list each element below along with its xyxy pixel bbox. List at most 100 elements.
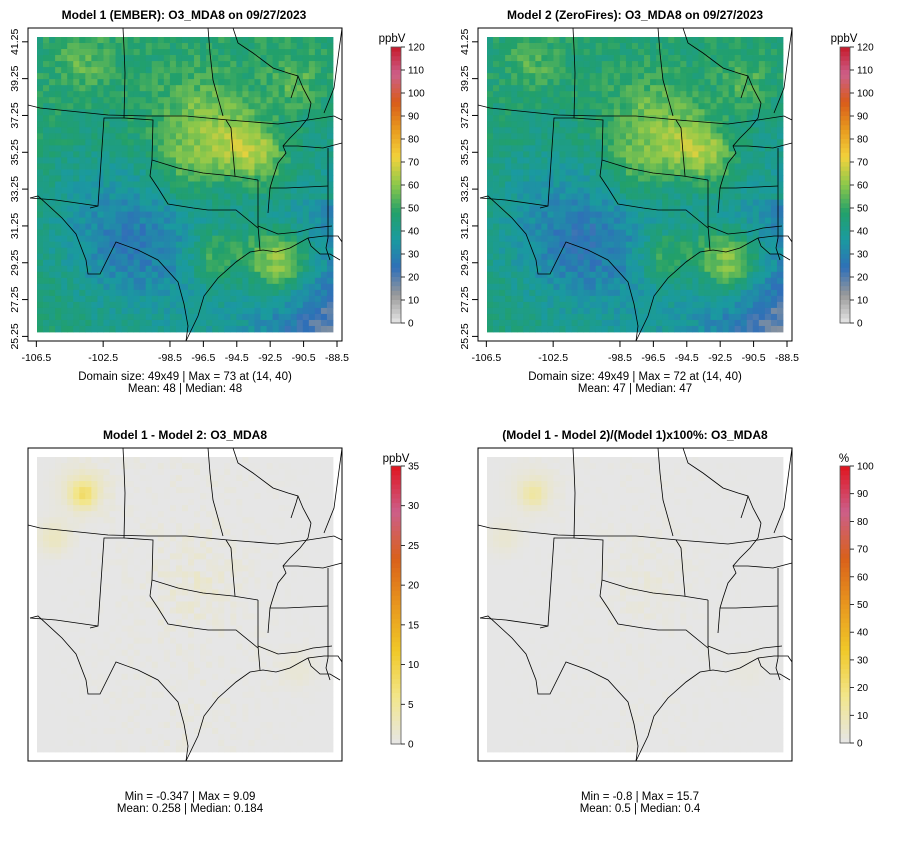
p2-cell [729, 290, 735, 296]
p2-cell [632, 55, 638, 61]
p2-cell [596, 133, 602, 139]
p2-cell [717, 139, 723, 145]
p1-cell [49, 278, 55, 284]
p2-cell [777, 266, 783, 272]
p2-cell [566, 169, 572, 175]
p1-cell [236, 127, 242, 133]
p2-cell [717, 236, 723, 242]
p1-cell [188, 109, 194, 115]
p2-cell [680, 278, 686, 284]
p2-cell [759, 121, 765, 127]
p1-cell [194, 194, 200, 200]
p2-cell [505, 254, 511, 260]
p1-cell [291, 320, 297, 326]
p1-cell [194, 43, 200, 49]
p1-cell [103, 212, 109, 218]
p2-cell [741, 67, 747, 73]
p2-cell [602, 266, 608, 272]
p2-cell [668, 139, 674, 145]
p1-cell [55, 314, 61, 320]
p2-cell [735, 194, 741, 200]
p1-cell [230, 91, 236, 97]
p1-cell [122, 266, 128, 272]
p1-cell [91, 326, 97, 332]
p2-cell [596, 37, 602, 43]
p1-cell [116, 163, 122, 169]
p1-cell [109, 121, 115, 127]
p2-cell [620, 79, 626, 85]
p2-cell [656, 181, 662, 187]
p2-cell [487, 302, 493, 308]
p1-cell [200, 127, 206, 133]
p1-cell [230, 61, 236, 67]
p1-cell [109, 169, 115, 175]
p2-cell [698, 254, 704, 260]
p1-cell [242, 242, 248, 248]
p1-cell [242, 212, 248, 218]
p2-cell [638, 133, 644, 139]
p2-cell [505, 175, 511, 181]
p2-cell [674, 188, 680, 194]
p1-cell [206, 109, 212, 115]
p1-cell [134, 49, 140, 55]
p2-cell [686, 236, 692, 242]
p1-cell [109, 284, 115, 290]
p1-cell [261, 254, 267, 260]
p2-cell [771, 145, 777, 151]
p2-cell [620, 61, 626, 67]
p1-cell [279, 163, 285, 169]
p1-cell [61, 266, 67, 272]
p2-cell [632, 37, 638, 43]
p1-cell [309, 85, 315, 91]
p1-cell [109, 115, 115, 121]
p1-cell [116, 109, 122, 115]
p2-cell [529, 127, 535, 133]
p1-cell [116, 67, 122, 73]
p1-cell [55, 296, 61, 302]
p1-cell [194, 97, 200, 103]
p1-cell [206, 278, 212, 284]
p1-cell [327, 260, 333, 266]
p1-cell [200, 218, 206, 224]
p1-cell [134, 242, 140, 248]
p1-cell [73, 109, 79, 115]
p1-cell [236, 296, 242, 302]
p2-cell [517, 302, 523, 308]
p2-cell [747, 206, 753, 212]
p1-cell [97, 326, 103, 332]
p1-cell [279, 260, 285, 266]
p1-cell [43, 260, 49, 266]
p2-cell [602, 326, 608, 332]
p1-cell [309, 260, 315, 266]
p1-cell [37, 133, 43, 139]
colorbar-segment [391, 190, 401, 195]
p1-cell [37, 67, 43, 73]
p1-cell [79, 103, 85, 109]
p2-cell [614, 254, 620, 260]
p2-cell [753, 212, 759, 218]
p2-cell [753, 49, 759, 55]
p1-cell [309, 139, 315, 145]
p2-cell [765, 43, 771, 49]
p2-cell [717, 290, 723, 296]
p1-cell [297, 266, 303, 272]
p2-cell [553, 151, 559, 157]
p2-cell [765, 266, 771, 272]
p2-cell [632, 254, 638, 260]
p2-cell [765, 320, 771, 326]
p2-cell [559, 115, 565, 121]
p1-cell [55, 218, 61, 224]
p1-cell [261, 242, 267, 248]
p2-cell [638, 61, 644, 67]
p2-cell [499, 79, 505, 85]
p2-cell [584, 206, 590, 212]
p2-cell [632, 61, 638, 67]
p1-cell [176, 73, 182, 79]
p1-cell [236, 67, 242, 73]
p1-cell [43, 97, 49, 103]
p2-cell [517, 79, 523, 85]
p1-cell [261, 73, 267, 79]
p2-cell [499, 121, 505, 127]
p2-cell [493, 200, 499, 206]
p1-cell [134, 290, 140, 296]
